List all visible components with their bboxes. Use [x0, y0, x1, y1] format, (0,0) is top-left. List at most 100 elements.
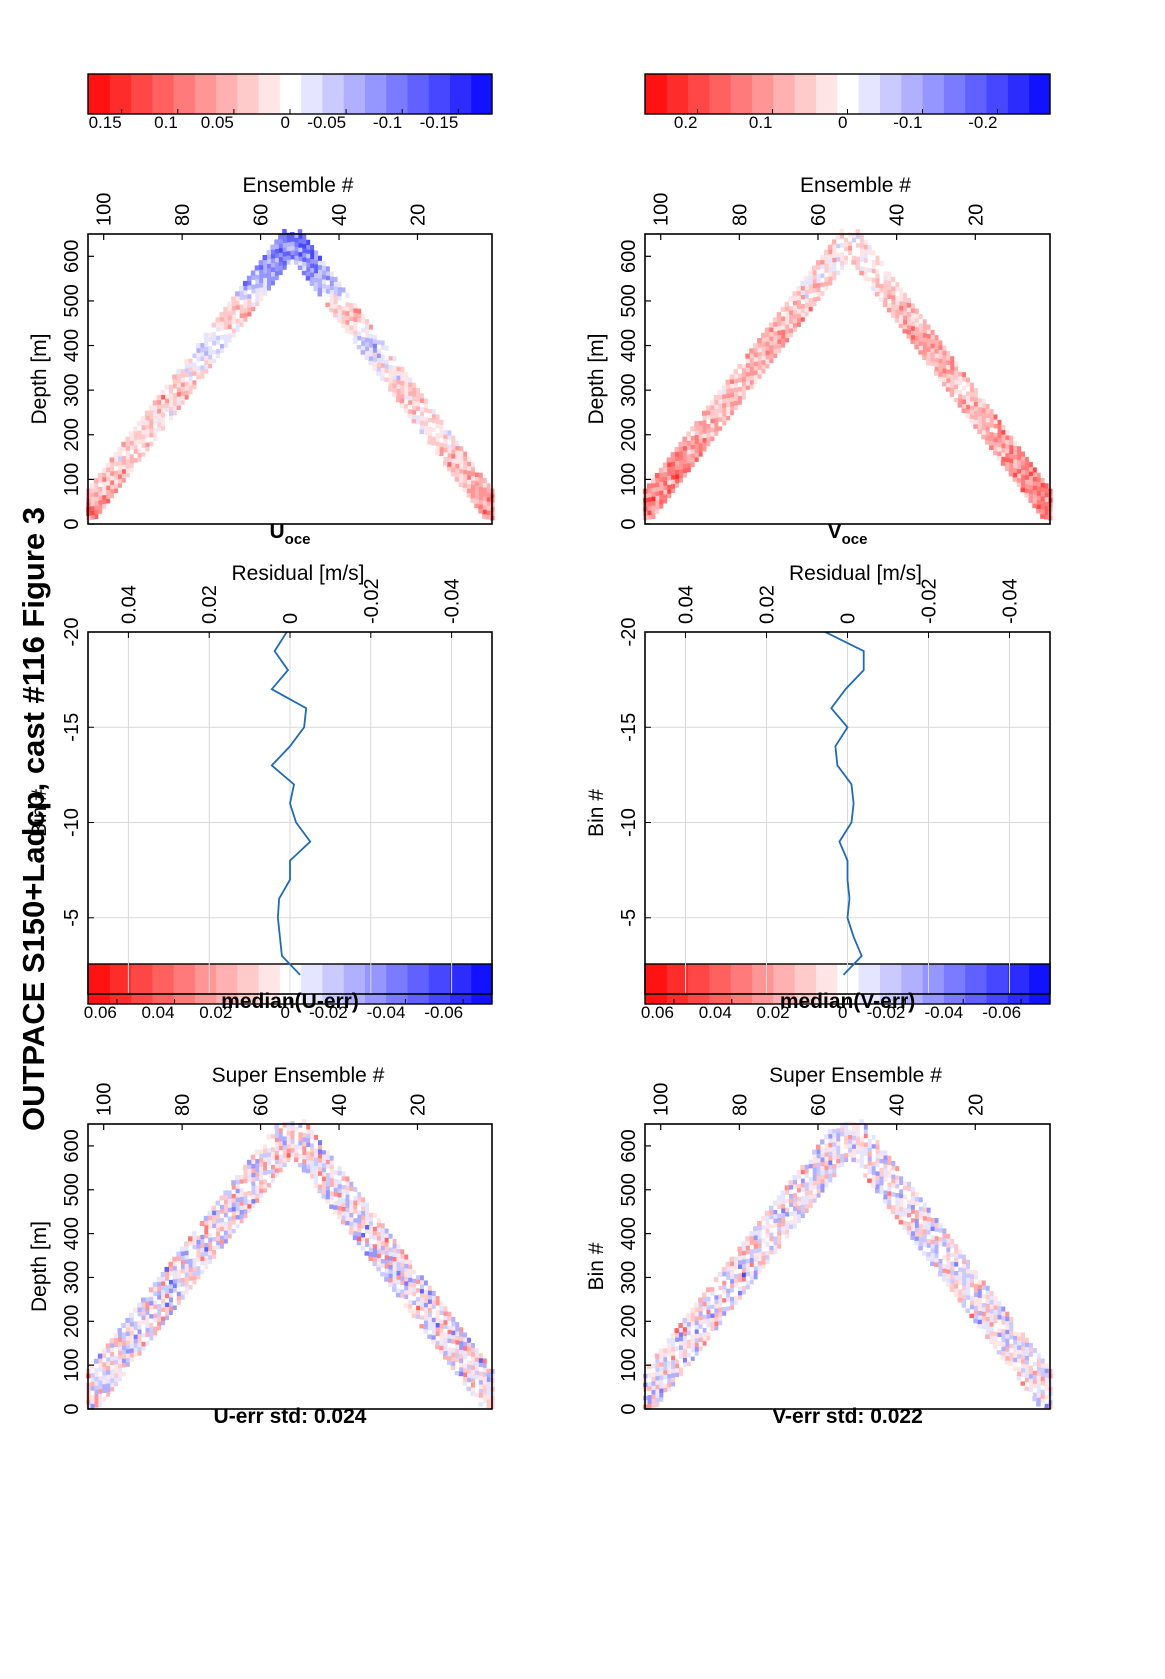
heatmap-cell	[305, 1163, 311, 1169]
heatmap-cell	[682, 441, 687, 447]
heatmap-cell	[215, 1213, 220, 1219]
heatmap-cell	[352, 316, 358, 322]
heatmap-cell	[1020, 455, 1025, 462]
heatmap-cell	[1032, 1361, 1037, 1367]
heatmap-cell	[965, 399, 970, 405]
heatmap-cell	[816, 1183, 821, 1189]
heatmap-cell	[647, 1385, 652, 1391]
heatmap-cell	[188, 1240, 193, 1246]
heatmap-cell	[977, 1314, 982, 1320]
heatmap-cell	[788, 1215, 793, 1221]
heatmap-cell	[486, 1394, 491, 1400]
heatmap-cell	[293, 1143, 299, 1149]
heatmap-cell	[360, 1219, 366, 1225]
heatmap-cell	[1016, 1327, 1022, 1333]
heatmap-cell	[462, 482, 468, 488]
heatmap-cell	[768, 358, 774, 364]
heatmap-cell	[164, 407, 169, 413]
heatmap-cell	[839, 1153, 845, 1159]
heatmap-cell	[250, 1176, 256, 1182]
heatmap-cell	[989, 409, 994, 415]
heatmap-cell	[164, 1288, 169, 1294]
heatmap-cell	[443, 1337, 448, 1343]
heatmap-cell	[709, 1308, 715, 1314]
heatmap-cell	[820, 1143, 825, 1149]
heatmap-cell	[772, 1200, 778, 1206]
heatmap-cell	[144, 424, 150, 430]
heatmap-cell	[890, 1187, 896, 1193]
heatmap-cell	[195, 347, 201, 353]
heatmap-cell	[843, 1130, 849, 1136]
heatmap-cell	[137, 443, 142, 449]
heatmap-cell	[90, 1368, 95, 1374]
heatmap-cell	[745, 1262, 750, 1268]
heatmap-cell	[863, 1172, 868, 1178]
heatmap-cell	[682, 1326, 687, 1332]
heatmap-cell	[313, 1156, 318, 1162]
heatmap-cell	[293, 1130, 299, 1136]
heatmap-cell	[670, 461, 676, 467]
heatmap-cell	[792, 1210, 797, 1216]
heatmap-cell	[965, 1281, 970, 1287]
heatmap-cell	[211, 358, 217, 364]
heatmap-cell	[823, 1173, 829, 1179]
heatmap-cell	[934, 348, 939, 354]
heatmap-cell	[863, 1124, 868, 1130]
heatmap-cell	[694, 434, 699, 440]
heatmap-cell	[941, 1246, 947, 1251]
heatmap-cell	[443, 1354, 448, 1360]
heatmap-cell	[882, 275, 888, 281]
heatmap-cell	[879, 1145, 884, 1151]
heatmap-cell	[227, 1233, 232, 1239]
figure-title: OUTPACE S150+Ladcp, cast #116 Figure 3	[16, 507, 51, 1131]
heatmap-cell	[184, 376, 189, 382]
heatmap-cell	[274, 257, 279, 263]
depth-tick-label: 500	[618, 1173, 640, 1206]
heatmap-cell	[713, 430, 719, 436]
heatmap-cell	[1004, 1359, 1010, 1365]
heatmap-cell	[804, 1199, 809, 1205]
panel-title: Uoce	[269, 520, 310, 548]
heatmap-cell	[337, 1209, 342, 1215]
heatmap-cell	[993, 1304, 998, 1310]
heatmap-cell	[364, 1220, 369, 1225]
heatmap-cell	[227, 1207, 232, 1213]
heatmap-cell	[317, 1144, 322, 1150]
heatmap-cell	[694, 1311, 699, 1317]
heatmap-cell	[172, 401, 177, 407]
heatmap-cell	[242, 1169, 248, 1175]
heatmap-cell	[780, 342, 786, 348]
heatmap-cell	[914, 308, 919, 314]
heatmap-cell	[168, 379, 173, 385]
heatmap-cell	[772, 339, 778, 345]
heatmap-cell	[827, 280, 833, 286]
heatmap-cell	[329, 1173, 334, 1179]
heatmap-cell	[450, 1321, 456, 1327]
heatmap-cell	[137, 1311, 142, 1317]
heatmap-cell	[352, 334, 358, 340]
heatmap-cell	[906, 1216, 911, 1222]
heatmap-cell	[702, 1296, 707, 1302]
heatmap-cell	[486, 501, 491, 507]
heatmap-cell	[215, 321, 220, 327]
heatmap-cell	[969, 1308, 974, 1314]
heatmap-cell	[435, 1326, 440, 1332]
heatmap-cell	[757, 1260, 762, 1266]
heatmap-cell	[910, 1208, 915, 1214]
heatmap-cell	[239, 1183, 244, 1189]
heatmap-cell	[254, 269, 260, 275]
heatmap-cell	[125, 449, 130, 456]
heatmap-cell	[427, 403, 432, 409]
heatmap-cell	[482, 504, 487, 510]
heatmap-cell	[215, 1235, 220, 1241]
heatmap-cell	[458, 464, 464, 470]
heatmap-cell	[180, 395, 185, 401]
heatmap-cell	[121, 1353, 126, 1359]
heatmap-cell	[996, 428, 1002, 434]
heatmap-cell	[694, 443, 699, 449]
heatmap-cell	[764, 363, 770, 369]
heatmap-cell	[352, 1208, 358, 1214]
heatmap-cell	[780, 1203, 786, 1209]
heatmap-cell	[348, 1225, 354, 1231]
